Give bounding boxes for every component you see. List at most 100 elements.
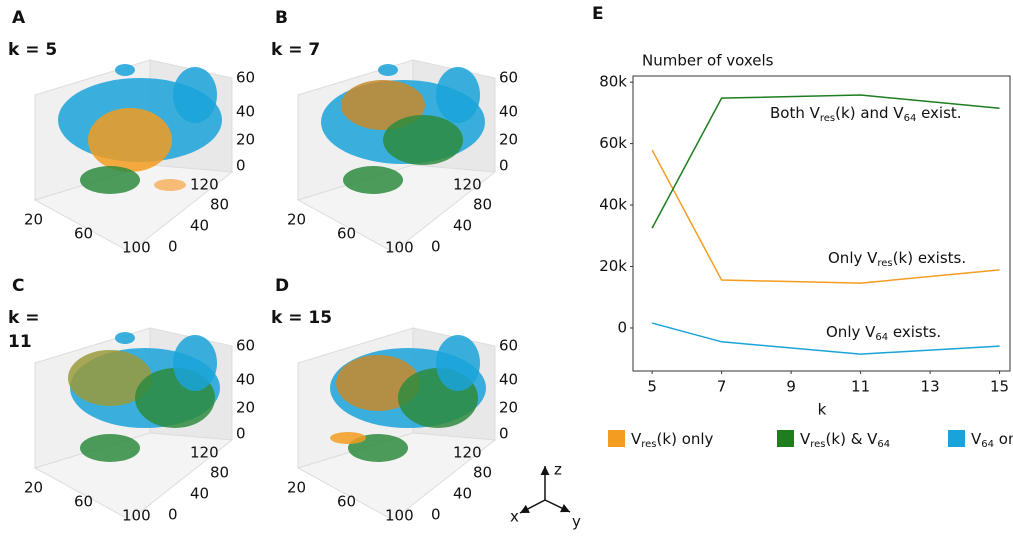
y-tick-label: 80 xyxy=(210,196,229,214)
x-tick-label: 20 xyxy=(24,479,43,497)
x-tick-label: 100 xyxy=(385,239,414,257)
series-line xyxy=(651,322,1000,355)
z-tick-label: 40 xyxy=(499,103,518,121)
subscript: 64 xyxy=(981,439,994,450)
y-tick-label: 120 xyxy=(453,444,482,462)
x-axis-label: k xyxy=(818,401,827,419)
z-tick-label: 20 xyxy=(499,131,518,149)
y-tick-label: 120 xyxy=(453,176,482,194)
volume-blob xyxy=(154,179,186,191)
subscript: res xyxy=(877,258,892,269)
volume-blob xyxy=(343,166,403,194)
text-part: (k) and V xyxy=(835,104,904,122)
k-label: k = 15 xyxy=(271,308,332,328)
panel-label: C xyxy=(12,276,24,296)
text-part: (k) only xyxy=(657,430,714,448)
x-tick-label: 100 xyxy=(385,507,414,525)
panel-label: D xyxy=(275,276,289,296)
y-tick-label: 0 xyxy=(168,238,178,256)
axis-arrow xyxy=(544,499,571,513)
x-tick-label: 20 xyxy=(24,211,43,229)
x-tick-label: 100 xyxy=(122,239,151,257)
volume-blob xyxy=(436,335,480,391)
volume-blob xyxy=(436,67,480,123)
text-part: Only V xyxy=(826,323,876,341)
x-tick-label: 5 xyxy=(647,378,657,396)
x-tick-label: 100 xyxy=(122,507,151,525)
z-tick-label: 0 xyxy=(499,157,509,175)
annotation: Only V64 exists. xyxy=(826,323,941,344)
volume-blob xyxy=(173,67,217,123)
k-label: 11 xyxy=(8,332,32,352)
text-part: V xyxy=(631,430,642,448)
z-tick-label: 40 xyxy=(499,371,518,389)
z-tick-label: 0 xyxy=(236,157,246,175)
subscript: res xyxy=(810,439,825,450)
x-tick-label: 13 xyxy=(921,378,940,396)
x-tick-label: 11 xyxy=(851,378,870,396)
panel-label: A xyxy=(12,8,26,28)
x-tick-label: 60 xyxy=(74,225,93,243)
volume-blob xyxy=(80,166,140,194)
volume-blob xyxy=(115,332,135,344)
volume-blob xyxy=(88,108,172,172)
panel-label: B xyxy=(275,8,288,28)
z-tick-label: 60 xyxy=(499,337,518,355)
volume-blob xyxy=(68,350,152,406)
legend-label: V64 only xyxy=(971,430,1013,451)
y-tick-label: 40 xyxy=(190,217,209,235)
panel-label: E xyxy=(592,4,604,24)
z-tick-label: 60 xyxy=(499,69,518,87)
z-tick-label: 20 xyxy=(499,399,518,417)
y-tick-label: 40k xyxy=(599,196,627,214)
volume-blob xyxy=(115,64,135,76)
x-tick-label: 20 xyxy=(287,211,306,229)
x-tick-label: 60 xyxy=(74,493,93,511)
text-part: Both V xyxy=(770,104,821,122)
y-tick-label: 80k xyxy=(599,73,627,91)
y-tick-label: 40 xyxy=(453,217,472,235)
subscript: 64 xyxy=(877,439,890,450)
axis-arrow xyxy=(519,499,546,514)
volume-blob xyxy=(378,64,398,76)
k-label: k = 5 xyxy=(8,40,57,60)
y-tick-label: 80 xyxy=(210,464,229,482)
y-tick-label: 0 xyxy=(168,506,178,524)
legend-swatch xyxy=(948,430,965,447)
volume-blob xyxy=(173,335,217,391)
text-part: only xyxy=(994,430,1013,448)
x-tick-label: 15 xyxy=(990,378,1009,396)
z-tick-label: 60 xyxy=(236,69,255,87)
z-tick-label: 0 xyxy=(499,425,509,443)
y-tick-label: 80 xyxy=(473,196,492,214)
axis-glyph-x: x xyxy=(510,508,519,526)
annotation: Both Vres(k) and V64 exist. xyxy=(770,104,962,125)
text-part: exists. xyxy=(888,323,941,341)
x-tick-label: 60 xyxy=(337,493,356,511)
subscript: res xyxy=(641,439,656,450)
text-part: (k) exists. xyxy=(893,249,966,267)
volume-blob xyxy=(80,434,140,462)
legend-swatch xyxy=(777,430,794,447)
y-tick-label: 40 xyxy=(190,485,209,503)
y-tick-label: 20k xyxy=(599,257,627,275)
z-tick-label: 40 xyxy=(236,371,255,389)
series-line xyxy=(651,94,1000,229)
x-tick-label: 20 xyxy=(287,479,306,497)
y-tick-label: 120 xyxy=(190,444,219,462)
text-part: V xyxy=(971,430,982,448)
z-tick-label: 20 xyxy=(236,131,255,149)
k-label: k = xyxy=(8,308,39,328)
y-axis-label: Number of voxels xyxy=(642,52,774,70)
y-tick-label: 120 xyxy=(190,176,219,194)
annotation: Only Vres(k) exists. xyxy=(828,249,966,270)
axis-glyph-z: z xyxy=(554,461,562,479)
legend-label: Vres(k) only xyxy=(631,430,714,451)
legend-label: Vres(k) & V64 xyxy=(800,430,890,451)
subscript: 64 xyxy=(875,332,888,343)
